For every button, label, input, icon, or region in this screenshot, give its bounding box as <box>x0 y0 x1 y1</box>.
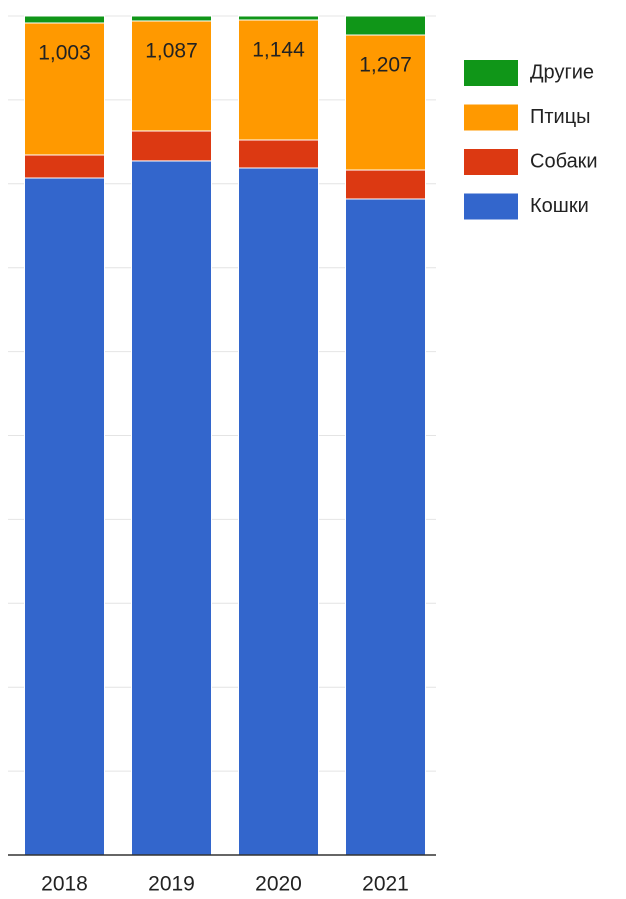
legend-label: Птицы <box>530 106 591 128</box>
bar-segment <box>24 15 105 24</box>
bar-segment <box>238 15 319 21</box>
bar-segment <box>238 139 319 169</box>
bar-segment <box>345 34 426 171</box>
bar-segment <box>238 167 319 856</box>
bar-segment <box>131 130 212 162</box>
x-tick-label: 2020 <box>255 873 302 896</box>
legend-label: Другие <box>530 61 594 83</box>
data-label: 1,144 <box>252 39 305 62</box>
bar-segment <box>345 169 426 200</box>
legend-swatch <box>464 193 518 220</box>
bar-segment <box>345 15 426 36</box>
bar-segment <box>238 19 319 141</box>
bar-segment <box>131 20 212 132</box>
legend-swatch <box>464 60 518 86</box>
data-label: 1,087 <box>145 40 198 63</box>
legend-label: Кошки <box>530 195 589 217</box>
legend-swatch <box>464 149 518 175</box>
bar-segment <box>345 198 426 856</box>
x-tick-label: 2018 <box>41 873 88 896</box>
bar-segment <box>24 177 105 856</box>
x-tick-label: 2019 <box>148 873 195 896</box>
bar-segment <box>24 154 105 179</box>
data-label: 1,003 <box>38 42 91 65</box>
bar-segment <box>131 15 212 22</box>
bar-segment <box>131 160 212 856</box>
legend-swatch <box>464 104 518 131</box>
x-tick-label: 2021 <box>362 873 409 896</box>
legend-label: Собаки <box>530 150 598 172</box>
data-label: 1,207 <box>359 54 412 77</box>
